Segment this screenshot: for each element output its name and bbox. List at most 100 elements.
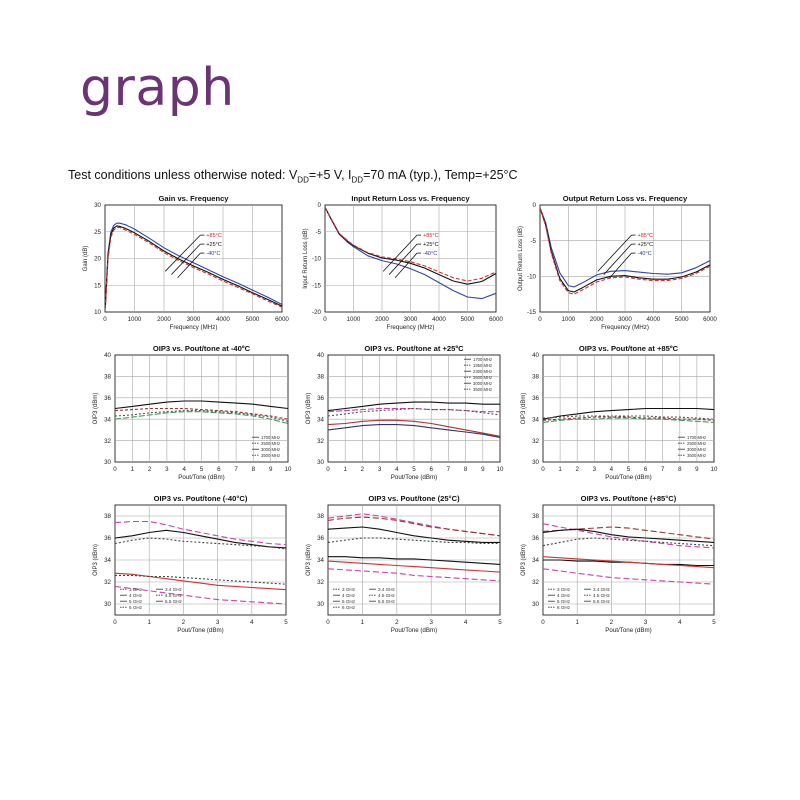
- y-tick-label: 36: [532, 395, 539, 402]
- series-line: [114, 410, 289, 422]
- series-line: [324, 207, 497, 282]
- x-tick-label: 9: [695, 466, 699, 473]
- test-conditions: Test conditions unless otherwise noted: …: [68, 168, 518, 185]
- x-tick-label: 4: [182, 466, 186, 473]
- x-tick-label: 4: [250, 619, 254, 626]
- x-tick-label: 0: [323, 316, 327, 323]
- x-tick-label: 0: [326, 466, 330, 473]
- vdd-subscript: DD: [297, 175, 309, 185]
- x-tick-label: 2000: [157, 316, 171, 323]
- legend-entry: 2300 MHz: [473, 369, 492, 374]
- legend-entry: 3 GHz: [342, 587, 356, 592]
- x-tick-label: 3: [644, 619, 648, 626]
- x-tick-label: 4: [395, 466, 399, 473]
- x-tick-label: 1: [147, 619, 151, 626]
- series-line: [327, 401, 500, 412]
- series-line: [104, 226, 283, 309]
- legend-entry: 2500 MHz: [687, 441, 706, 446]
- y-tick-label: -5: [530, 238, 536, 245]
- y-tick-label: 32: [532, 579, 539, 586]
- legend-entry: 3 GHz: [129, 587, 143, 592]
- series-line: [327, 424, 501, 438]
- y-tick-label: 40: [317, 352, 324, 359]
- legend-entry: 3500 MHz: [261, 453, 280, 458]
- chart-title: OIP3 vs. Pout/tone at +25ºC: [364, 344, 464, 353]
- legend-entry: 3 GHz: [557, 587, 571, 592]
- legend-entry: 3000 MHz: [473, 381, 492, 386]
- legend-entry: 3.4 GHz: [378, 587, 396, 592]
- annotation-leader: [597, 234, 632, 272]
- y-tick-label: 34: [317, 416, 324, 423]
- series-line: [542, 407, 715, 420]
- series-line: [114, 529, 287, 549]
- y-tick-label: 25: [94, 229, 101, 236]
- series-line: [115, 574, 287, 585]
- y-tick-label: 10: [94, 309, 101, 316]
- y-tick-label: 34: [317, 557, 324, 564]
- x-tick-label: 2: [182, 619, 186, 626]
- y-axis-label: Input Return Loss (dB): [303, 228, 309, 288]
- legend-entry: 5.5 GHz: [378, 599, 396, 604]
- x-tick-label: 5: [284, 619, 288, 626]
- y-tick-label: 34: [532, 557, 539, 564]
- conditions-vdd: =+5 V, I: [308, 168, 352, 182]
- y-tick-label: 36: [317, 395, 324, 402]
- x-tick-label: 4: [610, 466, 614, 473]
- x-tick-label: 3: [216, 619, 220, 626]
- x-tick-label: 6000: [489, 316, 503, 323]
- x-axis-label: Frequency (MHz): [170, 324, 218, 331]
- legend-entry: 2600 MHz: [473, 375, 492, 380]
- series-line: [327, 407, 500, 413]
- x-tick-label: 2000: [590, 316, 604, 323]
- x-tick-label: 10: [497, 466, 504, 473]
- y-axis-label: OIP3 (dBm): [521, 544, 527, 576]
- x-tick-label: 9: [269, 466, 273, 473]
- y-tick-label: 32: [317, 438, 324, 445]
- y-axis-label: OIP3 (dBm): [306, 393, 312, 425]
- x-axis-label: Pout/Tone (dBm): [605, 474, 651, 481]
- legend-entry: 4.5 GHz: [593, 593, 611, 598]
- legend-entry: 6 GHz: [342, 605, 356, 610]
- y-tick-label: -10: [312, 256, 322, 263]
- annotation-label: +85°C: [206, 233, 222, 239]
- y-tick-label: 36: [317, 535, 324, 542]
- legend-entry: 1700 MHz: [473, 357, 492, 362]
- x-tick-label: 8: [678, 466, 682, 473]
- y-tick-label: 30: [94, 202, 101, 209]
- legend-entry: 3.4 GHz: [593, 587, 611, 592]
- y-tick-label: 38: [532, 513, 539, 520]
- x-tick-label: 9: [481, 466, 485, 473]
- annotation-leader: [382, 234, 418, 272]
- annotation-label: -40°C: [638, 251, 652, 257]
- series-line: [104, 225, 283, 308]
- chart-orl: 0 1000 2000 3000 4000 5000 6000 0 -5 -10 -15 Output…: [518, 194, 717, 331]
- legend-entry: 5 GHz: [129, 599, 143, 604]
- x-tick-label: 1: [361, 619, 365, 626]
- y-tick-label: -15: [527, 309, 537, 316]
- series-line: [327, 516, 501, 537]
- annotation-leader: [609, 252, 632, 279]
- series-line: [539, 208, 711, 293]
- legend-entry: 5 GHz: [342, 599, 356, 604]
- x-tick-label: 8: [464, 466, 468, 473]
- series-line: [542, 415, 715, 420]
- y-tick-label: 38: [532, 374, 539, 381]
- chart-irl: 0 1000 2000 3000 4000 5000 6000 0 -5 -10 -15 -20 Inp…: [303, 194, 503, 331]
- series-line: [542, 528, 715, 543]
- x-tick-label: 6000: [703, 316, 717, 323]
- y-tick-label: -20: [312, 309, 322, 316]
- x-axis-label: Pout/Tone (dBm): [177, 627, 223, 634]
- y-tick-label: 34: [104, 416, 111, 423]
- annotation-label: -40°C: [423, 251, 437, 257]
- legend-entry: 6 GHz: [129, 605, 143, 610]
- x-tick-label: 3: [378, 466, 382, 473]
- y-tick-label: 30: [104, 601, 111, 608]
- x-tick-label: 4000: [646, 316, 660, 323]
- x-axis-label: Pout/Tone (dBm): [391, 627, 437, 634]
- annotation-label: +25°C: [423, 242, 439, 248]
- annotation-label: -40°C: [206, 251, 220, 257]
- annotation-leader: [394, 252, 418, 279]
